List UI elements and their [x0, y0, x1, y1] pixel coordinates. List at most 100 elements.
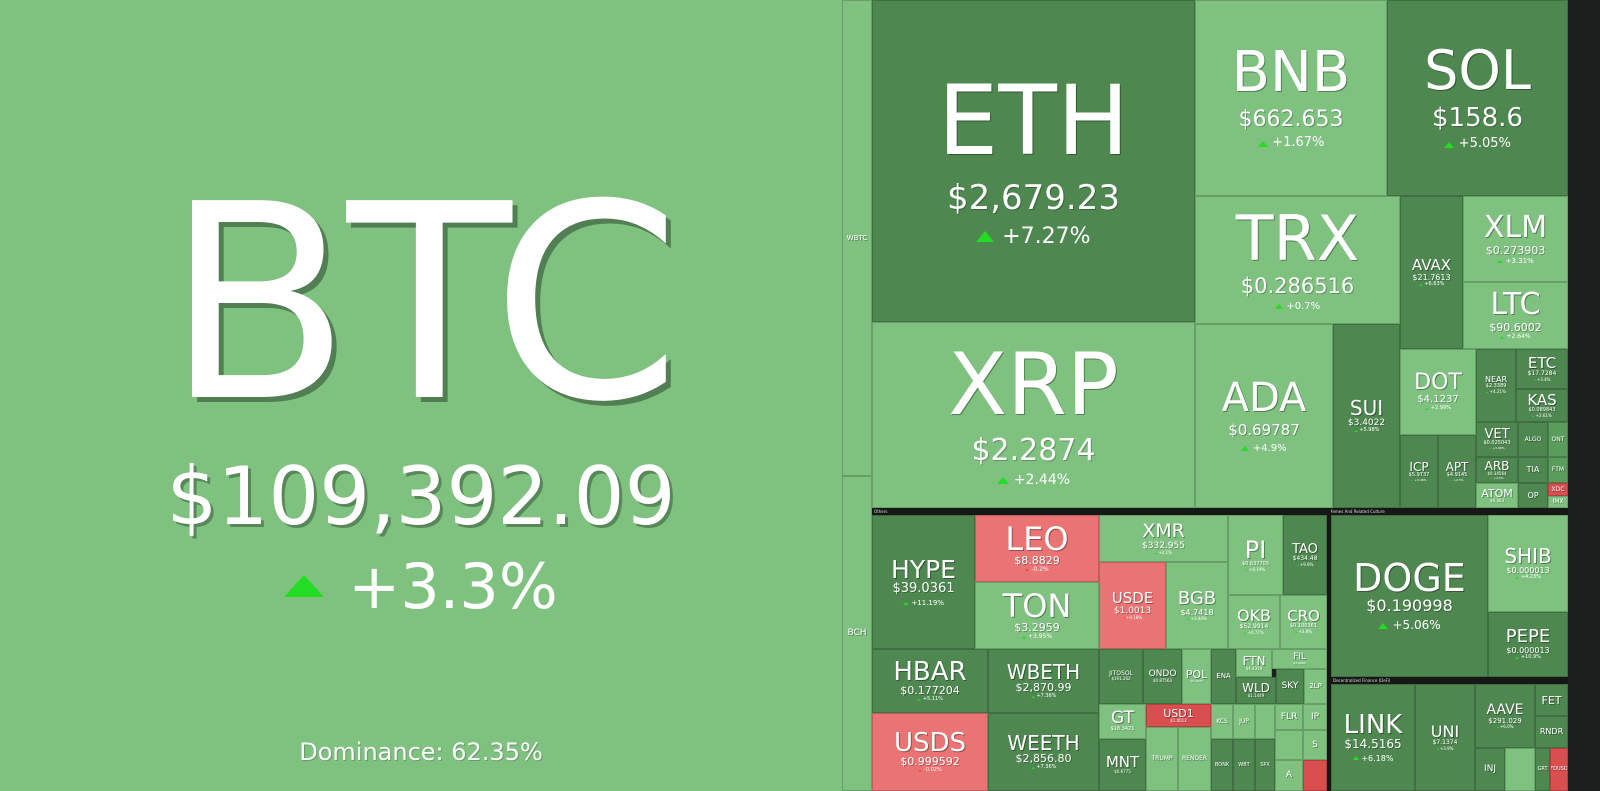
- gt-tile[interactable]: GT $18.3421: [1099, 704, 1146, 739]
- ton-tile[interactable]: TON $3.2959 +3.95%: [975, 582, 1099, 649]
- flr-tile[interactable]: FLR: [1275, 704, 1303, 730]
- wbeth-tile[interactable]: WBETH $2,870.99 +7.36%: [988, 649, 1099, 713]
- link-tile[interactable]: LINK $14.5165 +6.18%: [1331, 684, 1415, 791]
- kcs-tile[interactable]: KCS: [1211, 704, 1233, 739]
- bgb-tile[interactable]: BGB $4.7418 +3.44%: [1166, 562, 1228, 649]
- uni-tile[interactable]: UNI $7.1374 +3.9%: [1415, 684, 1475, 791]
- wbtc-tile[interactable]: WBTC: [842, 0, 872, 476]
- hbar-price: $0.177204: [900, 683, 960, 697]
- btc-change: +3.3%: [284, 551, 558, 622]
- sui-change-value: +5.98%: [1359, 427, 1380, 434]
- inj-tile[interactable]: INJ: [1475, 748, 1505, 791]
- eth-tile[interactable]: ETH $2,679.23 +7.27%: [872, 0, 1195, 322]
- bonk-tile[interactable]: BONK: [1211, 739, 1233, 791]
- arb-tile[interactable]: ARB $0.34564 +4.5%: [1476, 457, 1518, 483]
- arb-change-value: +4.5%: [1493, 475, 1504, 480]
- usd1-tile[interactable]: USD1 $1.0012: [1146, 704, 1211, 727]
- misc-tile[interactable]: [1275, 730, 1303, 760]
- wld-tile[interactable]: WLD $1.1449: [1236, 677, 1276, 704]
- jitosol-tile[interactable]: JITOSOL $191.262: [1099, 649, 1143, 704]
- xdc-tile[interactable]: XDC: [1548, 483, 1568, 496]
- small-defi-tile[interactable]: [1505, 748, 1535, 791]
- kas-tile[interactable]: KAS $0.089843 +2.61%: [1516, 389, 1568, 422]
- sui-tile[interactable]: SUI $3.4022 +5.98%: [1333, 324, 1400, 508]
- ondo-tile[interactable]: ONDO $0.87563: [1143, 649, 1182, 704]
- pepe-tile[interactable]: PEPE $0.000013 +10.9%: [1488, 612, 1568, 677]
- ip-tile[interactable]: IP: [1303, 704, 1327, 730]
- op-symbol: OP: [1527, 490, 1539, 500]
- shib-tile[interactable]: SHIB $0.000013 +4.23%: [1488, 515, 1568, 612]
- algo-tile[interactable]: ALGO: [1518, 422, 1548, 457]
- usde-tile[interactable]: USDE $1.0013 +0.18%: [1099, 562, 1166, 649]
- fil-tile[interactable]: FIL $2.4964: [1272, 649, 1327, 669]
- btc-price: $109,392.09: [166, 449, 676, 543]
- sol-tile[interactable]: SOL $158.6 +5.05%: [1387, 0, 1568, 196]
- vet-tile[interactable]: VET $0.025043 +3.98%: [1476, 422, 1518, 457]
- fet-tile[interactable]: FET: [1535, 684, 1568, 716]
- shib-change: +4.23%: [1515, 574, 1541, 581]
- ada-tile[interactable]: ADA $0.69787 +4.9%: [1195, 324, 1333, 508]
- xrp-tile[interactable]: XRP $2.2874 +2.44%: [872, 322, 1195, 508]
- hype-change: +11.19%: [903, 599, 944, 607]
- pepe-price: $0.000013: [1506, 646, 1550, 656]
- near-tile[interactable]: NEAR $2.3389 +4.21%: [1476, 349, 1516, 422]
- rndr-tile[interactable]: RNDR: [1535, 716, 1568, 748]
- wbt-tile[interactable]: WBT: [1233, 739, 1255, 791]
- small-tile[interactable]: [1255, 704, 1275, 739]
- weeth-tile[interactable]: WEETH $2,856.80 +7.36%: [988, 713, 1099, 791]
- tao-change: +9.8%: [1296, 562, 1313, 568]
- doge-tile[interactable]: DOGE $0.190998 +5.06%: [1331, 515, 1488, 677]
- xmr-tile[interactable]: XMR $332.955 +2.1%: [1099, 515, 1228, 562]
- ont-tile[interactable]: ONT: [1548, 422, 1568, 457]
- rndr-symbol: RNDR: [1539, 727, 1564, 736]
- etc-tile[interactable]: ETC $17.7284 +3.4%: [1516, 349, 1568, 389]
- apt-tile[interactable]: APT $4.9145 +2.5%: [1438, 435, 1476, 508]
- grt-tile[interactable]: GRT: [1535, 748, 1550, 791]
- bnb-tile[interactable]: BNB $662.653 +1.67%: [1195, 0, 1387, 196]
- trump-tile[interactable]: TRUMP: [1146, 727, 1178, 791]
- avax-tile[interactable]: AVAX $21.7613 +6.63%: [1400, 196, 1463, 349]
- ena-tile[interactable]: ENA: [1211, 649, 1236, 704]
- jup-tile[interactable]: JUP: [1233, 704, 1255, 739]
- render-tile[interactable]: RENDER: [1178, 727, 1211, 791]
- trx-symbol: TRX: [1235, 201, 1360, 275]
- bch-tile[interactable]: BCH: [842, 476, 872, 791]
- ftn-tile[interactable]: FTN $4.4319: [1236, 649, 1272, 677]
- cro-tile[interactable]: CRO $0.100361 +3.8%: [1280, 595, 1327, 649]
- pol-tile[interactable]: POL $0.2234: [1182, 649, 1211, 704]
- mnt-tile[interactable]: MNT $0.6775: [1099, 739, 1146, 791]
- pi-tile[interactable]: PI $0.637705 +6.19%: [1228, 515, 1283, 595]
- icp-tile[interactable]: ICP $5.9737 +3.48%: [1400, 435, 1438, 508]
- a-tile[interactable]: A: [1275, 760, 1303, 791]
- etc-price: $17.7284: [1527, 369, 1557, 377]
- fdusd-tile[interactable]: FDUSD: [1550, 748, 1568, 791]
- op-tile[interactable]: OP: [1518, 483, 1548, 508]
- red-small-tile[interactable]: [1303, 760, 1327, 791]
- atom-tile[interactable]: ATOM $4.303: [1476, 483, 1518, 508]
- aave-tile[interactable]: AAVE $291.029 +6.0%: [1475, 684, 1535, 748]
- s-tile[interactable]: S: [1303, 730, 1327, 760]
- imx-tile[interactable]: IMX: [1548, 496, 1568, 508]
- spx-tile[interactable]: SPX: [1255, 739, 1275, 791]
- sky-tile[interactable]: SKY: [1276, 669, 1304, 704]
- pi-change: +6.19%: [1245, 567, 1265, 573]
- xlm-tile[interactable]: XLM $0.273903 +3.31%: [1463, 196, 1568, 282]
- usds-tile[interactable]: USDS $0.999592 -0.02%: [872, 713, 988, 791]
- btc-tile[interactable]: BTC $109,392.09 +3.3%: [0, 0, 842, 791]
- ftm-tile[interactable]: FTM: [1548, 457, 1568, 483]
- weeth-symbol: WEETH: [1007, 730, 1080, 755]
- okb-tile[interactable]: OKB $52.9914 +0.77%: [1228, 595, 1280, 649]
- kas-change-value: +2.61%: [1535, 412, 1552, 418]
- tao-tile[interactable]: TAO $434.48 +9.8%: [1283, 515, 1327, 595]
- hbar-tile[interactable]: HBAR $0.177204 +5.11%: [872, 649, 988, 713]
- hype-tile[interactable]: HYPE $39.0361 +11.19%: [872, 515, 975, 649]
- leo-tile[interactable]: LEO $8.8829 -0.2%: [975, 515, 1099, 582]
- tia-tile[interactable]: TIA: [1518, 457, 1548, 483]
- apt-symbol: APT: [1445, 459, 1469, 474]
- 2lp-tile[interactable]: 2LP: [1304, 669, 1327, 704]
- trx-tile[interactable]: TRX $0.286516 +0.7%: [1195, 196, 1400, 324]
- ltc-tile[interactable]: LTC $90.6002 +2.64%: [1463, 282, 1568, 349]
- dot-tile[interactable]: DOT $4.1237 +2.99%: [1400, 349, 1476, 435]
- inj-symbol: INJ: [1483, 764, 1497, 774]
- xrp-price: $2.2874: [971, 432, 1096, 468]
